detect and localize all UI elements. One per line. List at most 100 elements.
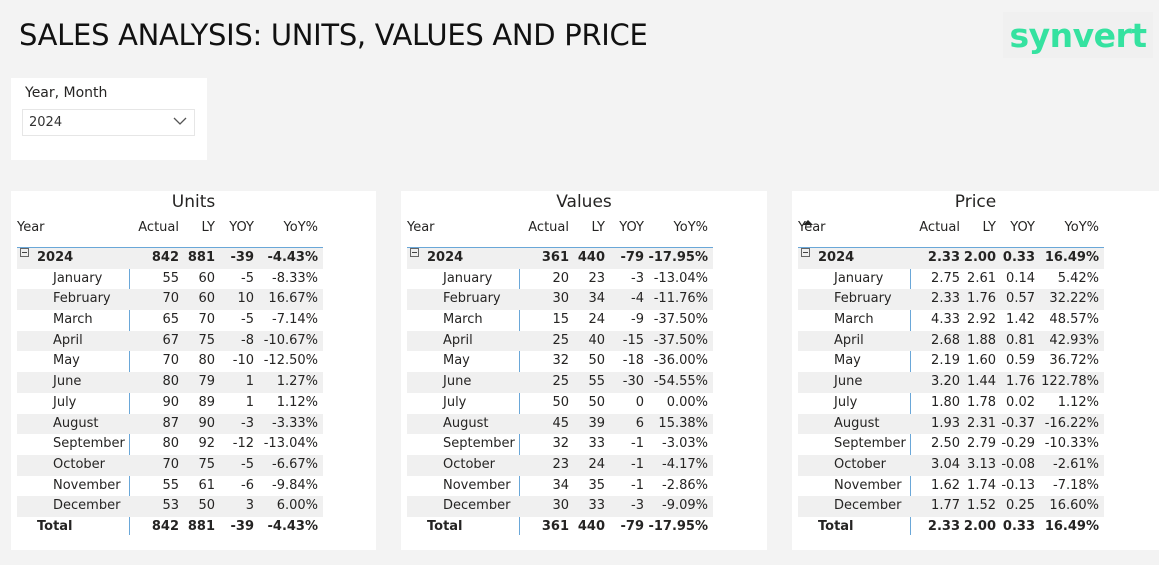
cell-yoy: 1 xyxy=(245,374,254,390)
row-label: January xyxy=(53,270,103,286)
column-header-yoy[interactable]: YOY xyxy=(229,220,254,235)
cell-yoy: 0.57 xyxy=(1006,291,1035,307)
collapse-icon[interactable] xyxy=(801,248,810,257)
column-header-yoy[interactable]: YOY xyxy=(1010,220,1035,235)
cell-actual: 2.68 xyxy=(931,332,960,348)
column-header-pct[interactable]: YoY% xyxy=(673,220,708,235)
cell-pct: -6.67% xyxy=(272,456,318,472)
cell-pct: -37.50% xyxy=(653,332,708,348)
values-table: Year Actual LY YOY YoY% 2024 361 440 -79 -17.95% J… xyxy=(407,216,713,538)
cell-pct: -8.33% xyxy=(272,270,318,286)
cell-actual: 1.93 xyxy=(931,415,960,431)
cell-actual: 25 xyxy=(552,332,569,348)
year-row: 2024 361 440 -79 -17.95% xyxy=(407,248,713,269)
column-header-ly[interactable]: LY xyxy=(982,220,996,235)
cell-actual: 67 xyxy=(162,332,179,348)
table-row: July 1.80 1.78 0.02 1.12% xyxy=(798,393,1104,414)
cell-ly: 60 xyxy=(198,291,215,307)
table-row: December 30 33 -3 -9.09% xyxy=(407,496,713,517)
cell-ly: 55 xyxy=(588,374,605,390)
cell-yoy: -3 xyxy=(631,498,644,514)
row-label: October xyxy=(443,456,496,472)
row-label: December xyxy=(443,498,511,514)
cell-pct: 16.49% xyxy=(1044,250,1099,265)
cell-actual: 2.19 xyxy=(931,353,960,369)
cell-yoy: 1.76 xyxy=(1006,374,1035,390)
year-month-slicer: Year, Month 2024 xyxy=(11,78,207,160)
cell-ly: 34 xyxy=(588,291,605,307)
collapse-icon[interactable] xyxy=(20,248,29,257)
table-row: June 80 79 1 1.27% xyxy=(17,372,323,393)
cell-ly: 2.00 xyxy=(963,518,996,534)
cell-ly: 24 xyxy=(588,312,605,328)
cell-actual: 70 xyxy=(162,456,179,472)
cell-yoy: -79 xyxy=(620,518,645,534)
cell-yoy: -0.08 xyxy=(1001,456,1035,472)
cell-ly: 61 xyxy=(198,477,215,493)
cell-pct: -54.55% xyxy=(653,374,708,390)
table-row: February 30 34 -4 -11.76% xyxy=(407,289,713,311)
slicer-selected-value: 2024 xyxy=(29,115,63,130)
cell-yoy: -5 xyxy=(241,312,254,328)
table-row: July 90 89 1 1.12% xyxy=(17,393,323,414)
total-row: Total 361 440 -79 -17.95% xyxy=(407,517,713,538)
cell-ly: 89 xyxy=(198,394,215,410)
cell-ly: 3.13 xyxy=(967,456,996,472)
cell-pct: -9.84% xyxy=(272,477,318,493)
row-label: July xyxy=(443,394,467,410)
column-header-actual[interactable]: Actual xyxy=(528,220,569,235)
cell-actual: 45 xyxy=(552,415,569,431)
row-label: December xyxy=(834,498,902,514)
column-header-year[interactable]: Year xyxy=(407,220,435,235)
cell-actual: 361 xyxy=(541,518,569,534)
cell-yoy: 1.42 xyxy=(1006,312,1035,328)
column-header-actual[interactable]: Actual xyxy=(919,220,960,235)
cell-yoy: -5 xyxy=(241,270,254,286)
row-label: November xyxy=(53,477,121,493)
cell-yoy: -12 xyxy=(232,436,254,452)
cell-yoy: -79 xyxy=(620,250,645,265)
cell-pct: 6.00% xyxy=(276,498,318,514)
table-row: April 25 40 -15 -37.50% xyxy=(407,330,713,352)
cell-pct: -16.22% xyxy=(1044,415,1099,431)
cell-ly: 1.76 xyxy=(967,291,996,307)
column-header-actual[interactable]: Actual xyxy=(138,220,179,235)
cell-pct: 32.22% xyxy=(1049,291,1099,307)
table-row: September 80 92 -12 -13.04% xyxy=(17,434,323,455)
cell-yoy: 0.59 xyxy=(1006,353,1035,369)
cell-actual: 2.50 xyxy=(931,436,960,452)
cell-ly: 24 xyxy=(588,456,605,472)
column-header-yoy[interactable]: YOY xyxy=(619,220,644,235)
cell-ly: 79 xyxy=(198,374,215,390)
cell-yoy: -8 xyxy=(241,332,254,348)
cell-actual: 2.33 xyxy=(927,518,960,534)
cell-actual: 1.80 xyxy=(931,394,960,410)
cell-yoy: -0.29 xyxy=(1001,436,1035,452)
cell-yoy: 0.33 xyxy=(1002,518,1035,534)
cell-ly: 39 xyxy=(588,415,605,431)
table-row: February 70 60 10 16.67% xyxy=(17,289,323,311)
collapse-icon[interactable] xyxy=(410,248,419,257)
column-header-pct[interactable]: YoY% xyxy=(283,220,318,235)
cell-actual: 70 xyxy=(162,291,179,307)
cell-pct: -13.04% xyxy=(263,436,318,452)
cell-yoy: 0.14 xyxy=(1006,270,1035,286)
cell-ly: 2.79 xyxy=(967,436,996,452)
cell-pct: -37.50% xyxy=(653,312,708,328)
column-header-ly[interactable]: LY xyxy=(201,220,215,235)
slicer-dropdown[interactable]: 2024 xyxy=(22,109,195,136)
column-header-pct[interactable]: YoY% xyxy=(1064,220,1099,235)
table-row: October 23 24 -1 -4.17% xyxy=(407,454,713,476)
cell-actual: 20 xyxy=(552,270,569,286)
row-label: Total xyxy=(818,518,854,534)
cell-yoy: -1 xyxy=(631,456,644,472)
cell-yoy: 3 xyxy=(245,498,254,514)
row-label: July xyxy=(834,394,858,410)
cell-yoy: -3 xyxy=(631,270,644,286)
cell-actual: 1.77 xyxy=(931,498,960,514)
cell-yoy: -9 xyxy=(631,312,644,328)
column-header-ly[interactable]: LY xyxy=(591,220,605,235)
year-row: 2024 2.33 2.00 0.33 16.49% xyxy=(798,248,1104,269)
column-header-year[interactable]: Year xyxy=(17,220,45,235)
cell-yoy: 10 xyxy=(237,291,254,307)
